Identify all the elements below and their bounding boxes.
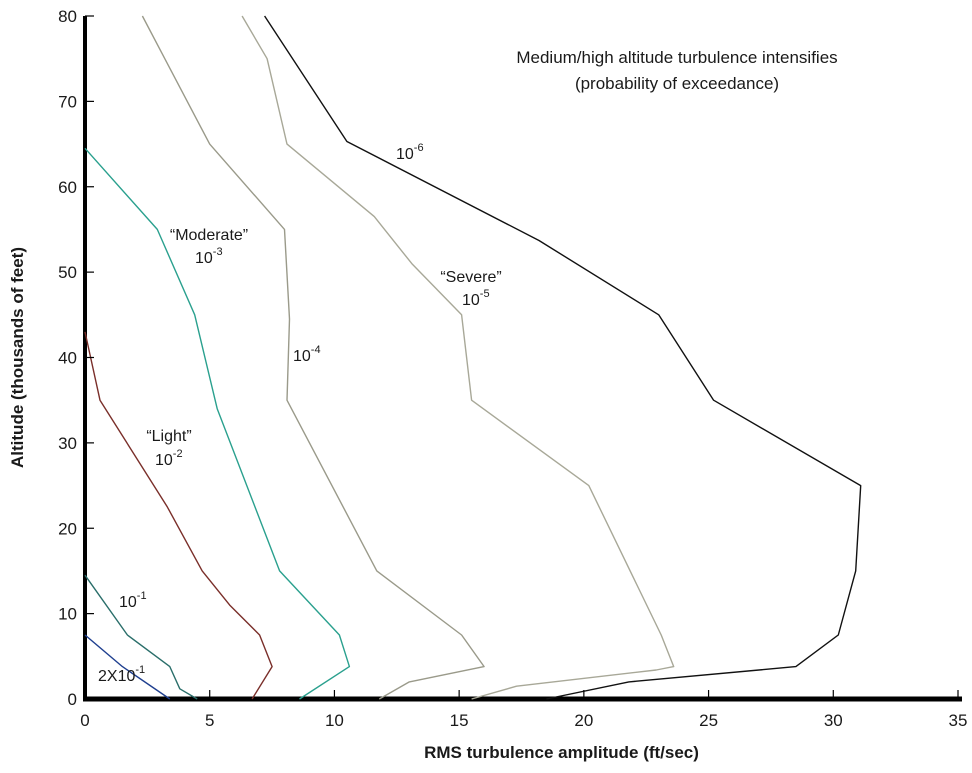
series-line-2x10-1 xyxy=(84,634,171,700)
curve-label-10-1: 10-1 xyxy=(119,590,147,611)
y-tick-label: 40 xyxy=(58,349,77,368)
series-line-10-3 xyxy=(84,147,351,700)
curve-label-10-4: 10-4 xyxy=(293,344,321,365)
curve-label-exponent: -5 xyxy=(480,288,490,300)
curve-label-exponent: -1 xyxy=(137,590,147,602)
x-tick-label: 5 xyxy=(205,711,214,730)
y-tick-label: 10 xyxy=(58,605,77,624)
curve-label-base: 10 xyxy=(462,292,480,309)
x-tick-label: 25 xyxy=(699,711,718,730)
y-axis-title: Altitude (thousands of feet) xyxy=(8,247,27,468)
curve-label-10-2: 10-2 xyxy=(155,448,183,469)
x-tick-label: 35 xyxy=(949,711,968,730)
x-axis-title: RMS turbulence amplitude (ft/sec) xyxy=(424,743,699,762)
x-tick-label: 30 xyxy=(824,711,843,730)
series-line-10-1 xyxy=(84,574,198,700)
curve-label-base: 2X10 xyxy=(98,668,135,685)
y-tick-label: 50 xyxy=(58,263,77,282)
curve-label-10-3: 10-3 xyxy=(195,246,223,267)
curve-label-exponent: -1 xyxy=(135,664,145,676)
curve-label-10-6: 10-6 xyxy=(396,142,424,163)
y-tick-label: 80 xyxy=(58,7,77,26)
series-line-10-2 xyxy=(84,331,273,700)
curve-label-base: 10 xyxy=(396,146,414,163)
curve-label-base: 10 xyxy=(155,452,173,469)
curve-label-exponent: -3 xyxy=(213,246,223,258)
y-tick-label: 20 xyxy=(58,519,77,538)
y-tick-label: 0 xyxy=(68,690,77,709)
curve-label-exponent: -4 xyxy=(311,344,321,356)
curve-label-10-5: 10-5 xyxy=(462,288,490,309)
annotation-line-1: Medium/high altitude turbulence intensif… xyxy=(516,48,837,67)
curve-label-base: 10 xyxy=(195,250,213,267)
curve-label-name-10-2: “Light” xyxy=(146,428,191,445)
curve-label-2x10-1: 2X10-1 xyxy=(98,664,145,685)
curve-label-exponent: -6 xyxy=(414,142,424,154)
curve-label-base: 10 xyxy=(119,594,137,611)
series-line-10-5 xyxy=(241,15,675,700)
x-tick-label: 0 xyxy=(80,711,89,730)
curve-label-base: 10 xyxy=(293,348,311,365)
annotation-line-2: (probability of exceedance) xyxy=(575,74,779,93)
y-tick-label: 60 xyxy=(58,178,77,197)
curve-label-name-10-3: “Moderate” xyxy=(170,227,248,244)
x-tick-label: 15 xyxy=(450,711,469,730)
curve-label-exponent: -2 xyxy=(173,448,183,460)
x-tick-label: 10 xyxy=(325,711,344,730)
y-tick-label: 30 xyxy=(58,434,77,453)
curve-label-name-10-5: “Severe” xyxy=(440,269,501,286)
x-tick-label: 20 xyxy=(574,711,593,730)
y-tick-label: 70 xyxy=(58,92,77,111)
series-line-10-6 xyxy=(264,15,862,700)
series-line-10-4 xyxy=(141,15,485,700)
